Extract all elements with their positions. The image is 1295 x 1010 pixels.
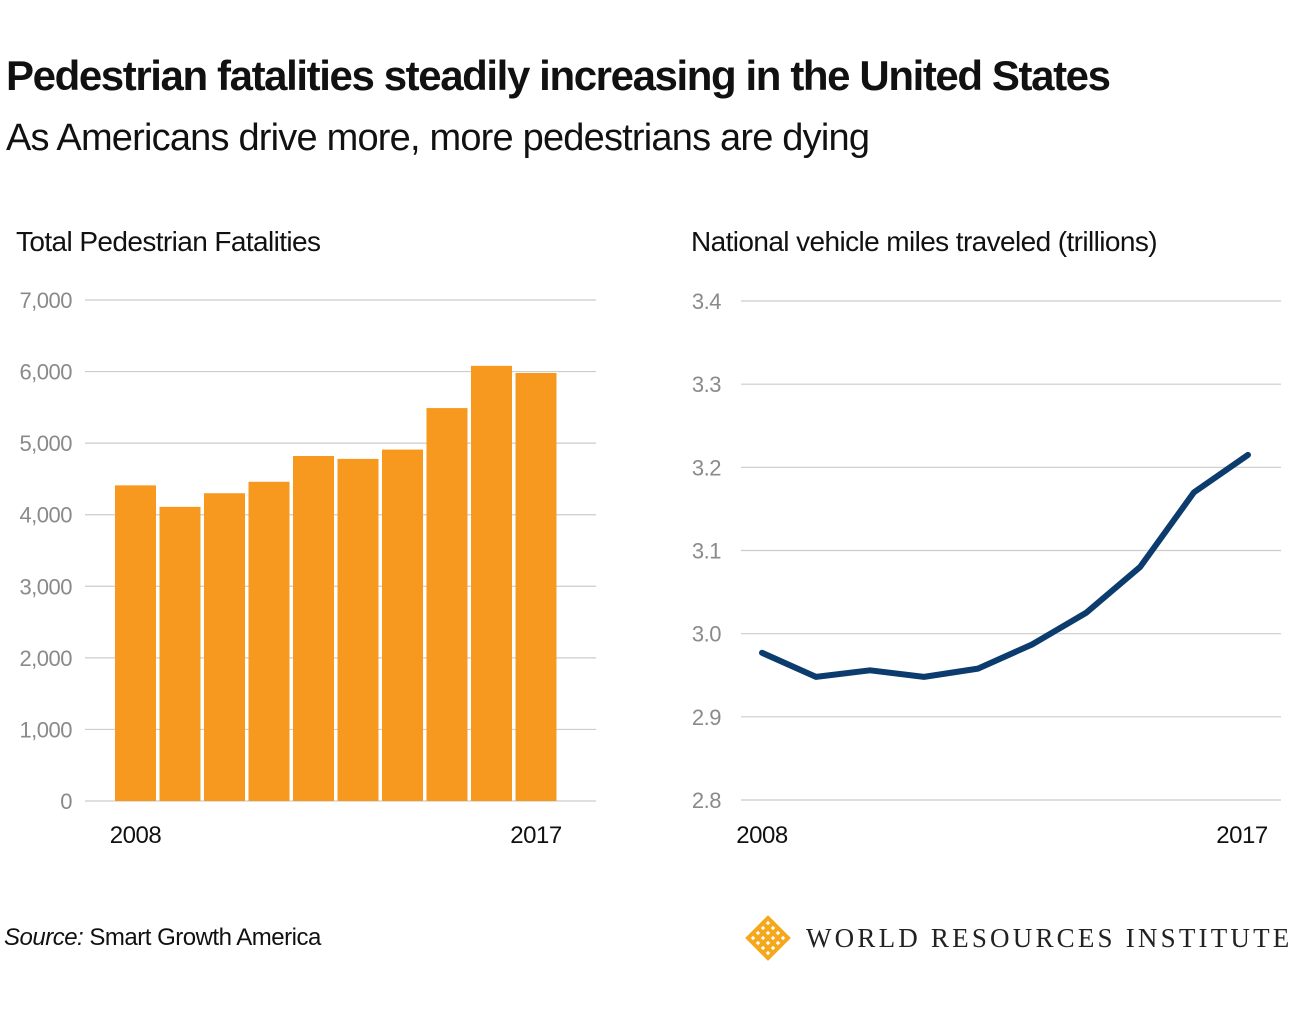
wri-logo: WORLD RESOURCES INSTITUTE <box>744 912 1293 964</box>
y-tick-label: 6,000 <box>19 360 72 385</box>
bar <box>159 506 201 801</box>
y-tick-label: 3.4 <box>692 289 721 314</box>
y-tick-label: 3.3 <box>692 372 721 397</box>
wri-logo-icon <box>745 915 791 961</box>
source-text: Smart Growth America <box>89 924 321 951</box>
bar <box>471 365 512 801</box>
logo-text: WORLD RESOURCES INSTITUTE <box>806 922 1293 953</box>
series-line <box>759 451 1251 680</box>
x-tick-label: 2008 <box>736 822 788 849</box>
y-tick-label: 3,000 <box>19 574 72 599</box>
bar <box>293 456 334 801</box>
x-tick-label: 2008 <box>110 822 162 849</box>
page-subtitle: As Americans drive more, more pedestrian… <box>6 117 870 159</box>
bar <box>337 458 379 801</box>
x-tick-label: 2017 <box>1216 822 1268 849</box>
bar <box>115 485 156 801</box>
line-chart-title: National vehicle miles traveled (trillio… <box>691 226 1158 257</box>
bar <box>426 408 468 801</box>
source-label: Source: <box>4 924 84 951</box>
source-note: Source: Smart Growth America <box>4 924 321 952</box>
line-chart: 2.8 2.9 3.0 3.1 3.2 3.3 3.4 2008 2017 <box>692 289 1281 849</box>
y-tick-label: 2,000 <box>19 646 72 671</box>
x-tick-label: 2017 <box>510 822 562 849</box>
y-tick-label: 5,000 <box>19 431 72 456</box>
y-tick-label: 7,000 <box>19 288 72 313</box>
y-tick-label: 2.8 <box>692 788 721 813</box>
y-tick-label: 3.0 <box>692 622 721 647</box>
y-tick-label: 4,000 <box>19 503 72 528</box>
page-title: Pedestrian fatalities steadily increasin… <box>6 52 1111 99</box>
bar-chart: 0 1,000 2,000 3,000 4,000 5,000 6,000 7,000 2008… <box>19 288 596 849</box>
bar <box>515 373 557 801</box>
y-tick-label: 3.2 <box>692 455 721 480</box>
bar <box>248 481 290 801</box>
bar-chart-title: Total Pedestrian Fatalities <box>16 226 321 257</box>
y-tick-label: 3.1 <box>692 539 721 564</box>
y-tick-label: 2.9 <box>692 705 721 730</box>
bar <box>204 493 245 801</box>
y-tick-label: 1,000 <box>19 717 72 742</box>
bar <box>382 449 423 801</box>
y-tick-label: 0 <box>60 789 72 814</box>
